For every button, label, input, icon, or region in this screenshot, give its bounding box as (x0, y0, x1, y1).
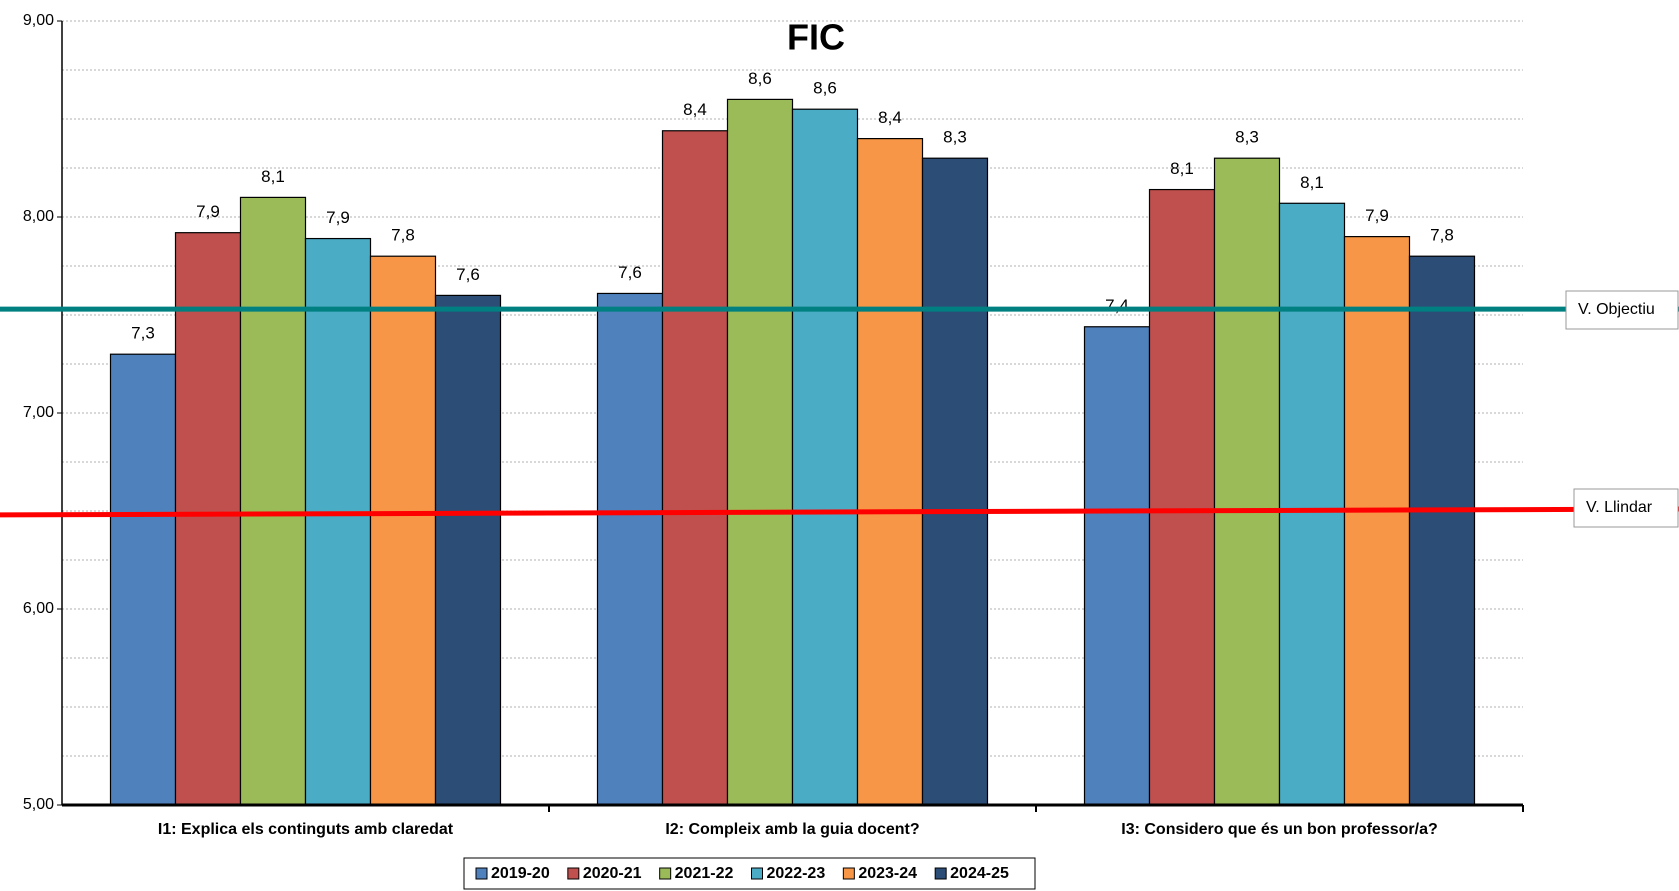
reference-label: V. Objectiu (1578, 301, 1655, 318)
data-label: 7,9 (1365, 206, 1389, 225)
y-tick-label: 5,00 (23, 796, 54, 813)
data-label: 8,6 (748, 69, 772, 88)
legend-swatch (842, 867, 855, 880)
data-label: 7,6 (618, 263, 642, 282)
legend-swatch (659, 867, 672, 880)
legend-label: 2020-21 (583, 865, 642, 882)
data-label: 7,3 (131, 324, 155, 343)
y-tick-label: 9,00 (23, 12, 54, 29)
reference-label: V. Llindar (1586, 499, 1653, 516)
bar (239, 196, 307, 806)
bar (304, 237, 372, 806)
legend-label: 2019-20 (491, 865, 550, 882)
data-label: 8,3 (1235, 128, 1259, 147)
bar (1213, 157, 1281, 806)
data-label: 8,4 (683, 100, 707, 119)
bar (1408, 255, 1476, 806)
bar (434, 294, 502, 806)
y-tick-label: 6,00 (23, 600, 54, 617)
legend-label: 2021-22 (675, 865, 734, 882)
legend-swatch (567, 867, 580, 880)
x-tick-label: I2: Compleix amb la guia docent? (665, 821, 919, 838)
bar (661, 130, 729, 806)
bar (1278, 202, 1346, 806)
bar (1148, 188, 1216, 806)
reference-label-box (1573, 488, 1679, 528)
bar (1083, 326, 1151, 806)
bar (369, 255, 437, 806)
legend-label: 2023-24 (858, 865, 917, 882)
reference-line (0, 506, 1679, 518)
bar (174, 232, 242, 806)
data-label: 8,3 (943, 128, 967, 147)
data-label: 7,8 (1430, 226, 1454, 245)
reference-label-box (1565, 290, 1679, 330)
bar (109, 353, 177, 806)
data-label: 7,4 (1105, 296, 1129, 315)
data-label: 7,9 (326, 208, 350, 227)
legend-swatch (751, 867, 763, 880)
bar (1343, 236, 1411, 806)
y-tick-label: 8,00 (23, 208, 54, 225)
bar (921, 157, 989, 806)
data-label: 8,6 (813, 79, 837, 98)
bar (596, 292, 664, 806)
chart-title: FIC (787, 17, 845, 58)
y-tick-label: 7,00 (23, 404, 54, 421)
data-label: 8,1 (261, 167, 285, 186)
legend-label: 2022-23 (767, 865, 826, 882)
data-label: 7,6 (456, 265, 480, 284)
data-label: 8,1 (1300, 173, 1324, 192)
data-label: 8,4 (878, 108, 902, 127)
x-tick-label: I1: Explica els continguts amb claredat (158, 821, 454, 838)
x-tick-label: I3: Considero que és un bon professor/a? (1121, 821, 1437, 838)
legend-swatch (934, 867, 947, 880)
bar (856, 138, 924, 806)
data-label: 8,1 (1170, 159, 1194, 178)
legend-label: 2024-25 (950, 865, 1009, 882)
data-label: 7,9 (196, 202, 220, 221)
bar (791, 108, 859, 806)
data-label: 7,8 (391, 226, 415, 245)
legend-swatch (475, 867, 488, 880)
bar (726, 98, 794, 806)
